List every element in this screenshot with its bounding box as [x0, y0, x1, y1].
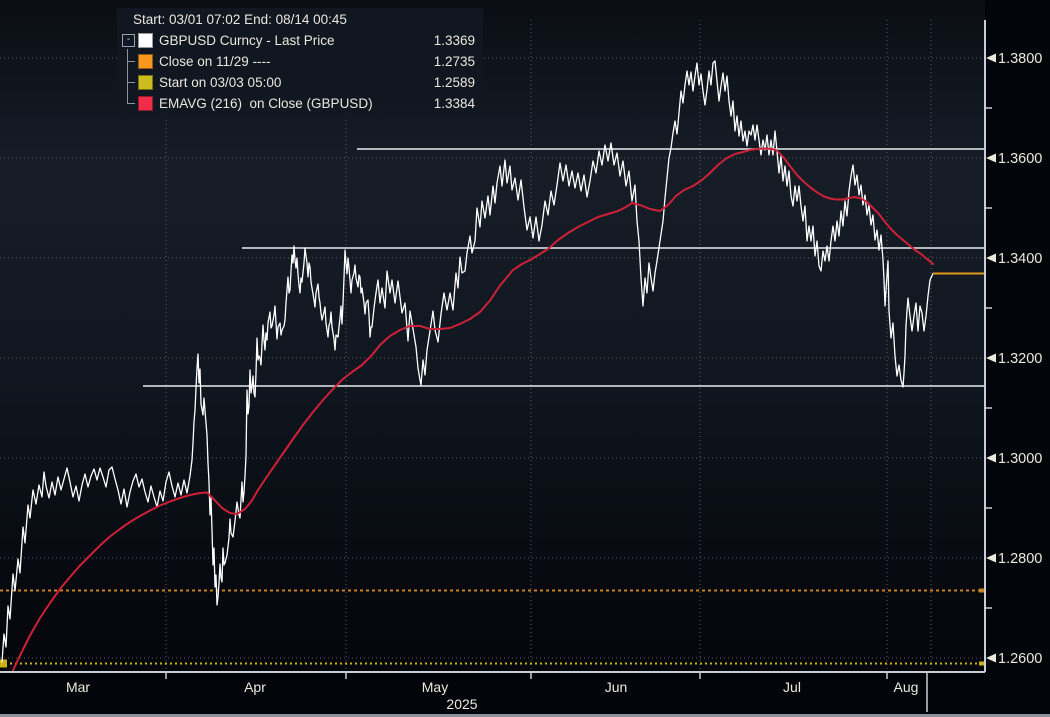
- legend-row-start-line[interactable]: Start on 03/03 05:00 1.2589: [121, 70, 475, 93]
- y-axis-arrow-icon: [986, 453, 996, 463]
- window-edge: [0, 714, 1050, 717]
- legend-collapse-icon[interactable]: -: [122, 34, 135, 47]
- legend-label: EMAVG (216) on Close (GBPUSD): [159, 96, 373, 111]
- series-swatch-price: [138, 33, 153, 48]
- series-swatch-close: [138, 54, 153, 69]
- legend-value: 1.3369: [433, 33, 475, 48]
- price-series-line[interactable]: [1, 60, 934, 663]
- vertical-gridlines: [165, 20, 932, 672]
- legend-tree-branch: [121, 91, 138, 114]
- legend-label: Close on 11/29 ----: [159, 54, 271, 69]
- y-axis-arrow-icon: [986, 53, 996, 63]
- legend-value: 1.3384: [433, 96, 475, 111]
- legend-label: GBPUSD Curncy - Last Price: [159, 33, 335, 48]
- legend-tree-branch: [121, 70, 138, 93]
- start-level-axis-marker: [979, 661, 984, 666]
- close-level-axis-marker: [979, 588, 984, 593]
- y-axis-label: 1.3400: [998, 251, 1042, 267]
- y-axis-label: 1.3200: [998, 351, 1042, 367]
- legend-period-header: Start: 03/01 07:02 End: 08/14 00:45: [133, 12, 347, 27]
- series-swatch-start: [138, 75, 153, 90]
- y-axis-label: 1.3600: [998, 151, 1042, 167]
- legend-row-emavg[interactable]: EMAVG (216) on Close (GBPUSD) 1.3384: [121, 91, 475, 114]
- x-axis-month-label: Apr: [244, 679, 266, 695]
- x-axis-year-label: 2025: [446, 696, 477, 712]
- y-axis-arrow-icon: [986, 353, 996, 363]
- legend-row-last-price[interactable]: - GBPUSD Curncy - Last Price 1.3369: [121, 30, 475, 51]
- legend-tree-lead: -: [121, 30, 138, 51]
- start-marker[interactable]: [0, 659, 7, 668]
- series-swatch-emavg: [138, 96, 153, 111]
- x-axis-month-label: Mar: [66, 679, 90, 695]
- legend-value: 1.2589: [433, 75, 475, 90]
- x-axis[interactable]: Mar Apr May Jun Jul Aug 2025: [0, 671, 985, 712]
- legend-panel: Start: 03/01 07:02 End: 08/14 00:45 - GB…: [117, 8, 483, 118]
- y-axis-arrow-icon: [986, 553, 996, 563]
- legend-value: 1.2735: [433, 54, 475, 69]
- y-axis-label: 1.2800: [998, 551, 1042, 567]
- x-axis-month-label: May: [422, 679, 448, 695]
- legend-label: Start on 03/03 05:00: [159, 75, 282, 90]
- x-axis-month-label: Aug: [894, 679, 919, 695]
- y-axis-arrow-icon: [986, 153, 996, 163]
- y-axis-arrow-icon: [986, 653, 996, 663]
- y-axis-label: 1.2600: [998, 651, 1042, 667]
- y-axis[interactable]: 1.3800 1.3600 1.3400 1.3200 1.3000 1.2800 1.26…: [979, 20, 1042, 672]
- legend-row-close-line[interactable]: Close on 11/29 ---- 1.2735: [121, 49, 475, 72]
- x-axis-month-label: Jun: [605, 679, 628, 695]
- y-axis-label: 1.3000: [998, 451, 1042, 467]
- y-axis-label: 1.3800: [998, 51, 1042, 67]
- legend-tree-branch: [121, 49, 138, 72]
- x-axis-month-label: Jul: [783, 679, 801, 695]
- y-axis-arrow-icon: [986, 253, 996, 263]
- emavg-series-line[interactable]: [12, 147, 934, 672]
